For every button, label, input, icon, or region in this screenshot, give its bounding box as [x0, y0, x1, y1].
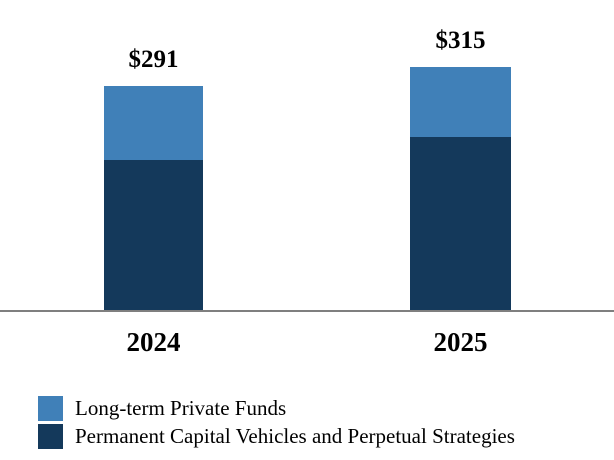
legend-label-long-term-private-funds: Long-term Private Funds — [75, 396, 287, 420]
bar-segment-long-term-private-funds-2025 — [410, 67, 511, 137]
bar-group-2024: $291 2024 — [104, 47, 203, 356]
legend-label-permanent-capital: Permanent Capital Vehicles and Perpetual… — [75, 424, 515, 448]
legend: Long-term Private Funds Permanent Capita… — [38, 396, 515, 449]
x-axis-label-2025: 2025 — [433, 327, 488, 357]
x-axis-label-2024: 2024 — [126, 327, 181, 357]
bar-segment-long-term-private-funds-2024 — [104, 85, 203, 160]
bar-total-label-2025: $315 — [435, 27, 486, 55]
legend-item-long-term-private-funds: Long-term Private Funds — [38, 396, 515, 421]
bar-total-label-2024: $291 — [128, 45, 179, 73]
bar-segment-permanent-capital-2024 — [104, 159, 203, 310]
bar-segment-permanent-capital-2025 — [410, 136, 511, 310]
legend-swatch-permanent-capital — [38, 424, 63, 449]
x-axis-line — [0, 310, 614, 312]
legend-swatch-long-term-private-funds — [38, 396, 63, 421]
bar-group-2025: $315 2025 — [410, 28, 511, 356]
legend-item-permanent-capital: Permanent Capital Vehicles and Perpetual… — [38, 424, 515, 449]
